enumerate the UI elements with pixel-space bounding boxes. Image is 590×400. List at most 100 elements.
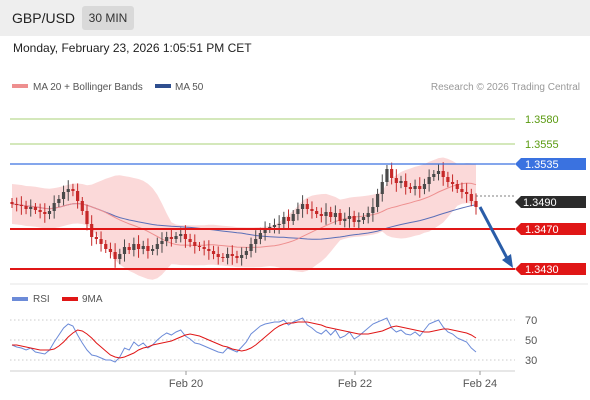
forecast-arrow-shaft xyxy=(478,206,510,261)
timeframe-badge[interactable]: 30 MIN xyxy=(82,6,134,30)
candle-body xyxy=(244,251,248,255)
candle-body xyxy=(169,237,173,239)
candle xyxy=(390,162,394,185)
candle xyxy=(38,203,42,219)
candle xyxy=(99,231,103,252)
top-bar: GBP/USD 30 MIN xyxy=(0,0,590,36)
current-label: 1.3535 xyxy=(525,159,559,171)
candle-body xyxy=(99,239,103,244)
support-tag xyxy=(515,263,586,275)
candle-body xyxy=(132,244,136,250)
candle xyxy=(169,229,173,247)
candle xyxy=(80,197,84,215)
candle-body xyxy=(24,206,28,209)
candle xyxy=(413,179,417,196)
candle xyxy=(286,209,291,229)
candle-body xyxy=(19,205,23,206)
timestamp: Monday, February 23, 2026 1:05:51 PM CET xyxy=(13,41,252,55)
candle-body xyxy=(80,201,84,211)
x-tick-label: Feb 22 xyxy=(338,378,372,390)
resistance-label: 1.3555 xyxy=(525,139,559,151)
candle xyxy=(113,243,117,268)
candle-body xyxy=(66,189,70,192)
support-label: 1.3430 xyxy=(525,264,559,276)
candle-body xyxy=(361,217,366,220)
candle-body xyxy=(43,212,47,214)
rsi-legend-label: RSI xyxy=(33,294,50,305)
candle xyxy=(52,195,56,219)
candle xyxy=(29,199,33,217)
candle-body xyxy=(193,242,197,246)
candle-body xyxy=(151,249,155,251)
candle xyxy=(310,201,314,219)
candle xyxy=(441,162,445,186)
candle-body xyxy=(183,234,188,239)
candle xyxy=(455,180,459,193)
candle-body xyxy=(338,213,342,221)
candle-body xyxy=(61,192,66,199)
candle-body xyxy=(343,219,347,221)
candle-body xyxy=(450,182,455,184)
rsi-level-label: 30 xyxy=(525,355,537,367)
candle xyxy=(155,237,159,256)
candle xyxy=(422,178,427,195)
candle xyxy=(300,195,305,218)
candle-body xyxy=(474,201,478,207)
candle-body xyxy=(329,212,333,217)
candle-body xyxy=(10,202,14,204)
chart-legend: MA 20 + Bollinger Bands MA 50 Research ©… xyxy=(12,82,580,93)
candle-body xyxy=(258,233,263,239)
candle-body xyxy=(282,217,286,224)
candle xyxy=(240,247,244,266)
candle-body xyxy=(436,171,441,174)
candle-body xyxy=(136,244,141,249)
candle xyxy=(141,240,145,255)
candle-body xyxy=(122,247,127,254)
candle-body xyxy=(385,169,389,182)
candle xyxy=(277,215,281,234)
candle xyxy=(432,170,436,181)
candlesticks xyxy=(10,162,478,268)
candle xyxy=(343,212,347,228)
forecast-arrow-head xyxy=(502,254,513,268)
candle-body xyxy=(404,181,408,187)
candle-body xyxy=(272,225,277,227)
candle-body xyxy=(347,216,352,219)
support-tag xyxy=(515,223,586,235)
candle-body xyxy=(366,213,370,217)
candle xyxy=(235,250,239,264)
candle-body xyxy=(465,192,469,194)
candle xyxy=(436,164,441,181)
candle xyxy=(160,232,164,253)
candle xyxy=(282,211,286,230)
candle-body xyxy=(188,239,192,242)
candle xyxy=(221,253,225,262)
candle-body xyxy=(113,252,117,259)
candle xyxy=(127,243,131,254)
forecast-arrow xyxy=(478,206,513,268)
candle xyxy=(375,188,380,213)
candle xyxy=(408,183,412,193)
candle-body xyxy=(29,207,33,209)
candle xyxy=(333,205,337,225)
candle xyxy=(352,210,356,228)
candle xyxy=(66,180,70,201)
candle xyxy=(338,209,342,225)
candle-body xyxy=(422,184,427,189)
candle-body xyxy=(179,234,183,236)
candle xyxy=(122,239,127,262)
candle-body xyxy=(254,239,258,244)
candle xyxy=(211,245,216,260)
candle-body xyxy=(469,194,473,201)
candle xyxy=(324,203,328,225)
candle-body xyxy=(324,212,328,216)
candle-body xyxy=(408,187,412,189)
candle-body xyxy=(455,184,459,189)
candle-body xyxy=(230,254,234,256)
level-resistance: 1.3580 xyxy=(10,114,559,126)
candle xyxy=(193,234,197,254)
candle xyxy=(43,203,47,223)
candle xyxy=(399,175,403,189)
rsi-level-label: 50 xyxy=(525,335,537,347)
candle xyxy=(85,204,89,231)
